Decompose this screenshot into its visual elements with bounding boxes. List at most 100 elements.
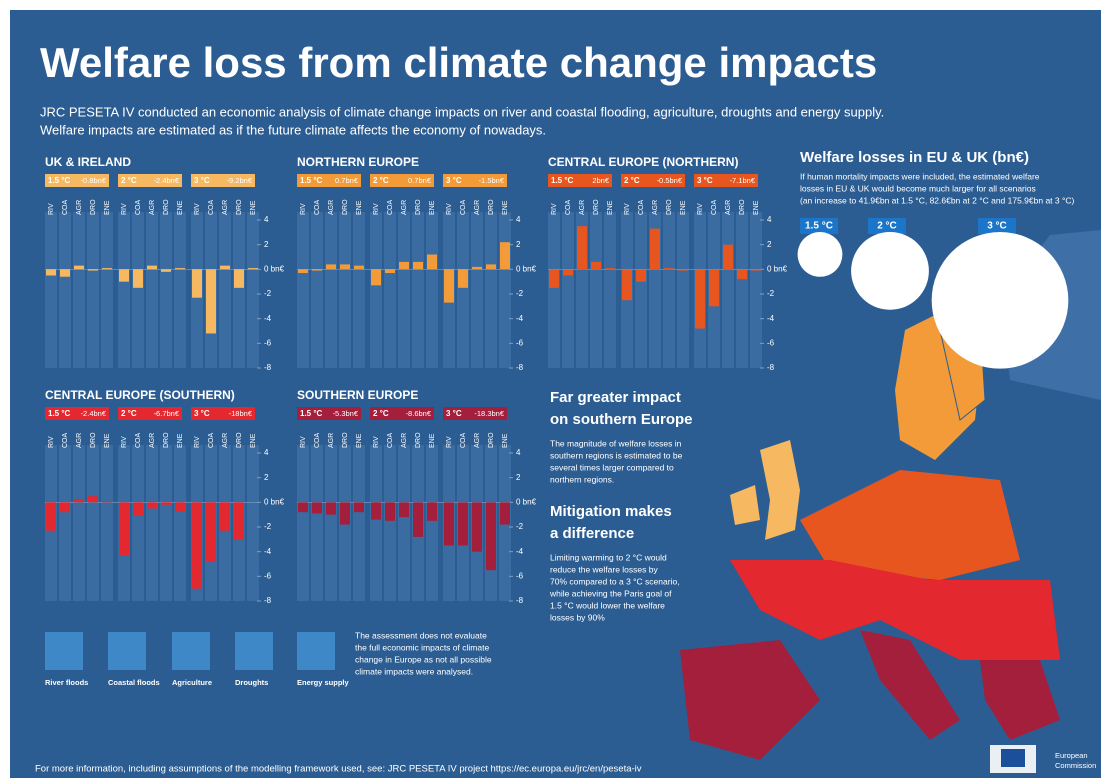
series-label-box (297, 174, 361, 187)
icon-label: Coastal floods (108, 678, 160, 687)
legend-label: 1.5 °C (300, 409, 323, 418)
bar (472, 502, 482, 552)
bar (413, 261, 423, 270)
bar (458, 269, 468, 288)
x-tick-label: COA (62, 433, 69, 449)
bar (577, 226, 587, 270)
bar (678, 269, 688, 271)
x-tick-label: DRO (163, 199, 170, 215)
bar (500, 242, 510, 270)
x-tick-label: DRO (90, 199, 97, 215)
y-tick-label: -4 (516, 547, 524, 556)
column-band (146, 445, 158, 601)
column-band (160, 212, 172, 368)
column-band (297, 212, 309, 368)
bar (312, 269, 322, 271)
column-band (471, 212, 483, 368)
x-tick-label: ENE (502, 433, 509, 448)
legend-label: 3 °C (697, 176, 713, 185)
legend-label: 3 °C (987, 221, 1007, 232)
bar (354, 265, 364, 270)
x-tick-label: COA (208, 433, 215, 449)
column-band (384, 212, 396, 368)
bar (636, 269, 646, 282)
title: Welfare loss from climate change impacts (40, 39, 877, 86)
x-tick-label: AGR (474, 200, 481, 215)
column-band (132, 445, 144, 601)
y-tick-label: -6 (767, 338, 775, 347)
bar (298, 269, 308, 274)
x-tick-label: AGR (149, 433, 156, 448)
legend-label: 1.5 °C (805, 221, 833, 232)
bar (133, 502, 143, 516)
column-band (247, 445, 259, 601)
column-band (353, 212, 365, 368)
x-tick-label: ENE (104, 433, 111, 448)
chart-title: SOUTHERN EUROPE (297, 388, 418, 402)
bar (371, 269, 381, 286)
bar (206, 269, 216, 334)
bar (60, 269, 70, 277)
series-total: -7.1bn€ (730, 176, 756, 185)
logo-text: Commission (1055, 761, 1096, 770)
bar (74, 265, 84, 270)
legend-label: 2 °C (121, 409, 137, 418)
x-tick-label: DRO (236, 432, 243, 448)
column-band (87, 445, 99, 601)
series-label-box (443, 407, 507, 420)
icon-label: Agriculture (172, 678, 212, 687)
x-tick-label: ENE (429, 433, 436, 448)
x-tick-label: RIV (48, 203, 55, 215)
column-band (132, 212, 144, 368)
note: change in Europe as not all possible (355, 654, 492, 664)
map-iberia (680, 640, 820, 760)
column-band (73, 445, 85, 601)
y-tick-label: 2 (767, 240, 772, 249)
column-band (457, 212, 469, 368)
y-tick-label: 2 (264, 473, 269, 482)
column-band (339, 212, 351, 368)
bar (46, 269, 56, 276)
bar (60, 502, 70, 513)
legend-label: 2 °C (373, 409, 389, 418)
bar (664, 268, 674, 270)
series-total: 2bn€ (592, 176, 610, 185)
column-band (174, 445, 186, 601)
legend-label: 3 °C (446, 176, 462, 185)
bar (161, 269, 171, 272)
x-tick-label: RIV (373, 436, 380, 448)
x-tick-label: ENE (356, 200, 363, 215)
column-band (73, 212, 85, 368)
legend-label: 2 °C (877, 221, 897, 232)
series-label-box (118, 174, 182, 187)
bubble-note: If human mortality impacts were included… (800, 171, 1040, 181)
column-band (146, 212, 158, 368)
bar (119, 502, 129, 556)
section-body: while achieving the Paris goal of (549, 588, 672, 598)
bar (340, 264, 350, 270)
column-band (160, 445, 172, 601)
bar (220, 265, 230, 270)
x-tick-label: RIV (194, 203, 201, 215)
icon-label: Energy supply (297, 678, 350, 687)
x-tick-label: COA (208, 200, 215, 216)
x-tick-label: DRO (236, 199, 243, 215)
bar (147, 265, 157, 270)
series-label-box (370, 407, 434, 420)
y-tick-label: 2 (516, 240, 521, 249)
y-tick-label: 4 (264, 448, 269, 457)
bar (486, 502, 496, 571)
legend-label: 3 °C (446, 409, 462, 418)
x-tick-label: AGR (328, 433, 335, 448)
x-tick-label: COA (565, 200, 572, 216)
bar (486, 264, 496, 270)
map-ireland (730, 485, 760, 525)
series-label-box (694, 174, 758, 187)
legend-label: 2 °C (121, 176, 137, 185)
x-tick-label: AGR (76, 200, 83, 215)
bar (399, 502, 409, 518)
y-tick-label: -2 (264, 289, 272, 298)
column-band (398, 212, 410, 368)
x-tick-label: RIV (373, 203, 380, 215)
series-label-box (118, 407, 182, 420)
